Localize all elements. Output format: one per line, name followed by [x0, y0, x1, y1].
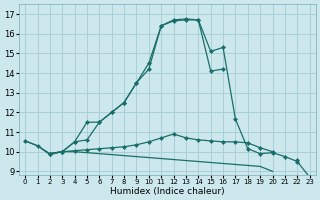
X-axis label: Humidex (Indice chaleur): Humidex (Indice chaleur): [110, 187, 225, 196]
